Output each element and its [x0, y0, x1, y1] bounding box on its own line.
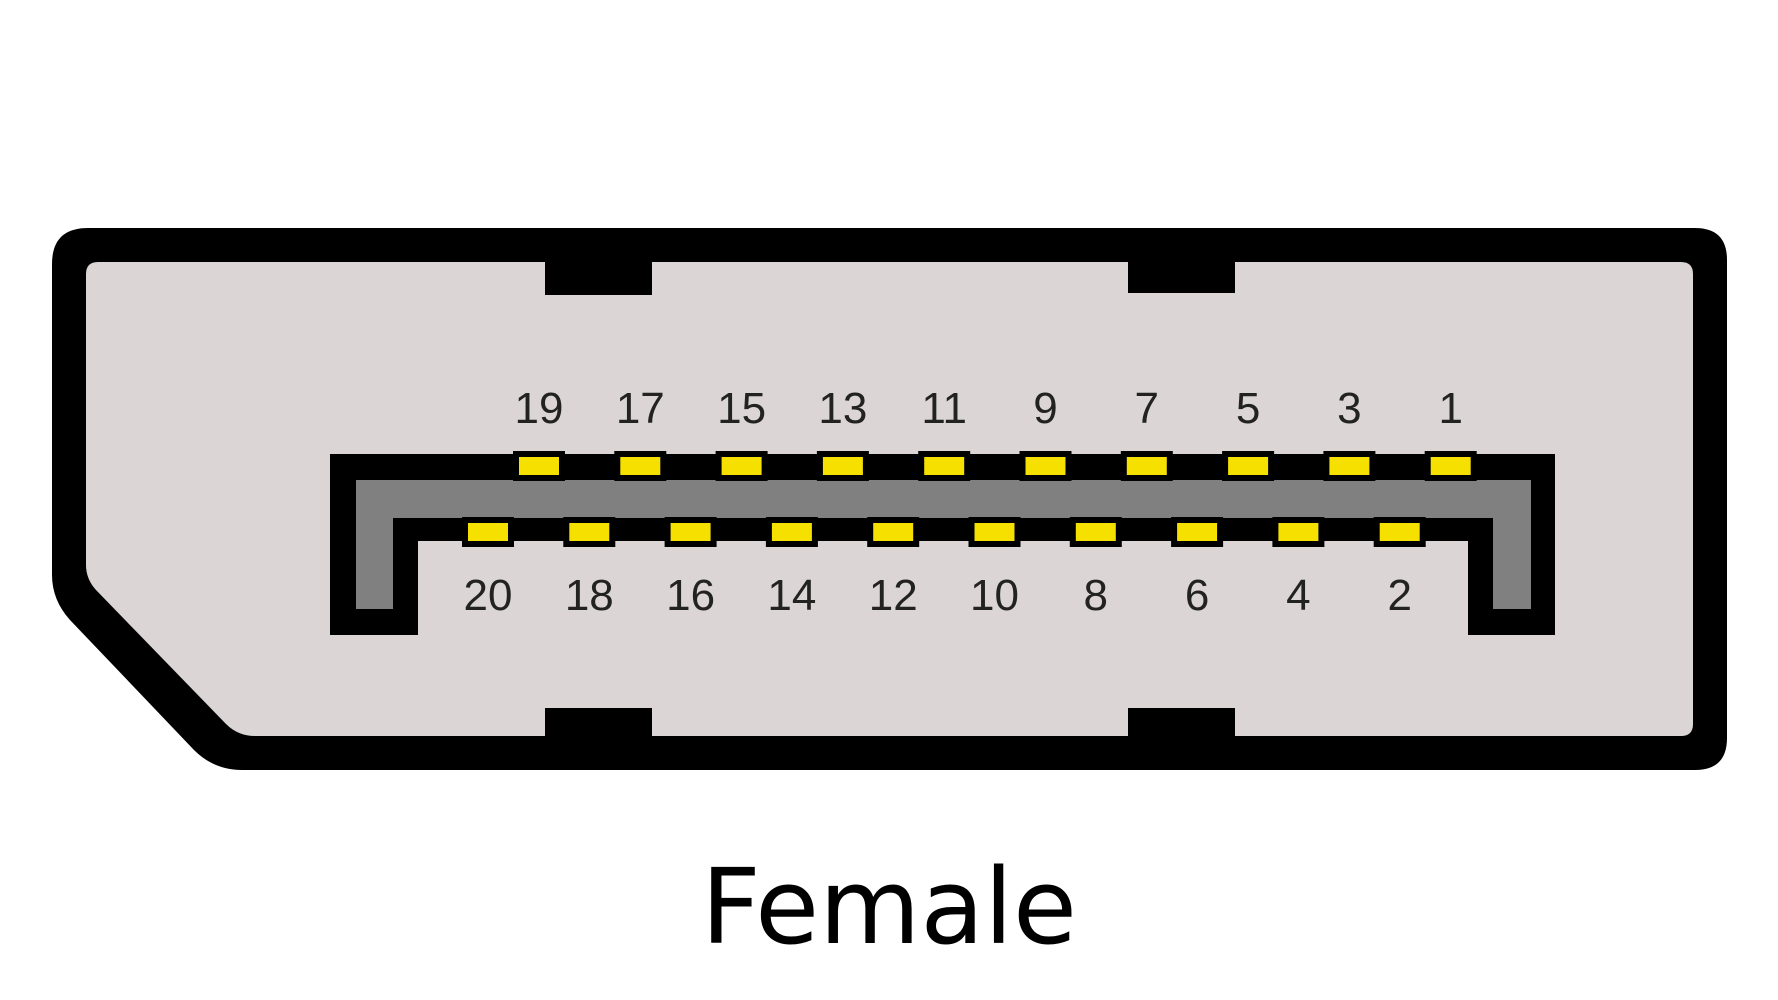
latch-notch-bottom-right [1128, 708, 1235, 736]
connector-tongue-face [356, 480, 1531, 609]
pin-14 [765, 517, 818, 547]
bottom-row-pin-labels: 20 18 16 14 12 10 8 6 4 2 [464, 571, 1412, 620]
pin-7 [1120, 451, 1173, 481]
top-row-pins [513, 451, 1477, 481]
pin-4 [1272, 517, 1325, 547]
pin-label-7: 7 [1135, 384, 1159, 433]
pin-label-15: 15 [717, 384, 766, 433]
pin-3 [1323, 451, 1376, 481]
pin-9 [1019, 451, 1072, 481]
pin-15 [715, 451, 768, 481]
top-row-pin-labels: 19 17 15 13 11 9 7 5 3 1 [515, 384, 1463, 433]
pin-label-12: 12 [869, 571, 918, 620]
pin-label-3: 3 [1337, 384, 1361, 433]
pin-5 [1222, 451, 1275, 481]
pin-2 [1373, 517, 1426, 547]
pin-13 [816, 451, 869, 481]
pin-label-11: 11 [921, 384, 967, 433]
pin-16 [664, 517, 717, 547]
pin-17 [614, 451, 667, 481]
pin-label-1: 1 [1438, 384, 1462, 433]
latch-notch-top-right [1128, 262, 1235, 293]
latch-notch-top-left [545, 262, 652, 295]
pin-label-9: 9 [1033, 384, 1057, 433]
pin-11 [918, 451, 971, 481]
pin-label-18: 18 [565, 571, 614, 620]
pin-12 [867, 517, 920, 547]
pin-10 [968, 517, 1021, 547]
pin-18 [563, 517, 616, 547]
pin-label-8: 8 [1084, 571, 1108, 620]
pin-label-5: 5 [1236, 384, 1260, 433]
pin-19 [513, 451, 565, 481]
pin-6 [1171, 517, 1224, 547]
pin-label-16: 16 [666, 571, 715, 620]
pin-label-2: 2 [1387, 571, 1411, 620]
pin-label-13: 13 [818, 384, 867, 433]
pin-label-17: 17 [616, 384, 665, 433]
pin-label-6: 6 [1185, 571, 1209, 620]
pin-label-20: 20 [464, 571, 513, 620]
pin-label-14: 14 [767, 571, 816, 620]
pin-label-19: 19 [515, 384, 564, 433]
pin-1 [1424, 451, 1477, 481]
pin-label-10: 10 [970, 571, 1019, 620]
latch-notch-bottom-left [545, 708, 652, 736]
pin-8 [1069, 517, 1122, 547]
pin-20 [462, 517, 514, 547]
bottom-row-pins [462, 517, 1426, 547]
caption-female: Female [701, 846, 1077, 968]
pin-label-4: 4 [1286, 571, 1310, 620]
